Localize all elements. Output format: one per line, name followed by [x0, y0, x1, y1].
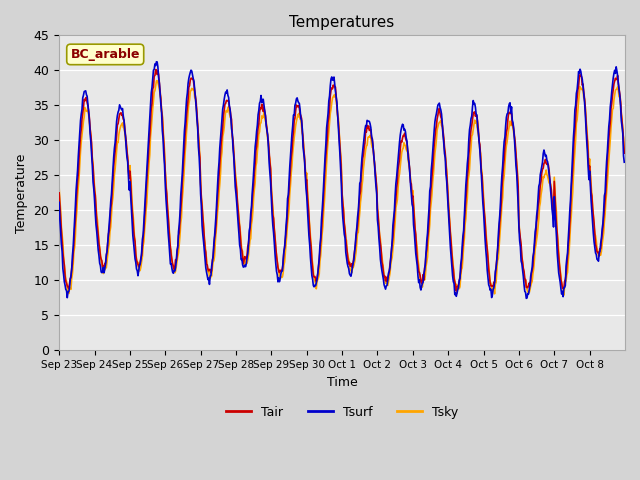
Legend: Tair, Tsurf, Tsky: Tair, Tsurf, Tsky — [221, 401, 463, 424]
X-axis label: Time: Time — [326, 376, 358, 389]
Title: Temperatures: Temperatures — [289, 15, 395, 30]
Y-axis label: Temperature: Temperature — [15, 153, 28, 232]
Text: BC_arable: BC_arable — [70, 48, 140, 61]
